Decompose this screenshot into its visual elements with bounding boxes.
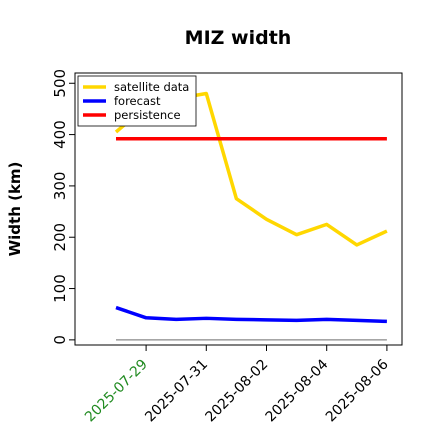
legend-label-forecast: forecast <box>114 94 161 108</box>
legend-label-persistence: persistence <box>114 108 181 122</box>
chart-title: MIZ width <box>185 27 292 49</box>
plot-frame <box>74 72 403 346</box>
legend-label-satellite-data: satellite data <box>114 80 189 94</box>
x-tick-label: 2025-07-29 <box>82 357 151 426</box>
y-tick-label: 400 <box>51 120 69 149</box>
series-lines <box>114 91 388 341</box>
y-axis-label: Width (km) <box>6 162 24 257</box>
x-tick-label: 2025-07-31 <box>142 357 211 426</box>
series-line-forecast <box>115 305 387 324</box>
x-tick-label: 2025-08-06 <box>323 356 392 425</box>
y-tick-label: 500 <box>51 69 69 98</box>
x-tick-label: 2025-08-04 <box>263 356 332 425</box>
y-tick-label: 200 <box>51 223 69 252</box>
y-tick-label: 100 <box>51 274 69 303</box>
x-tick-label: 2025-08-02 <box>202 357 271 426</box>
y-tick-label: 300 <box>51 172 69 201</box>
y-tick-label: 0 <box>51 335 69 345</box>
